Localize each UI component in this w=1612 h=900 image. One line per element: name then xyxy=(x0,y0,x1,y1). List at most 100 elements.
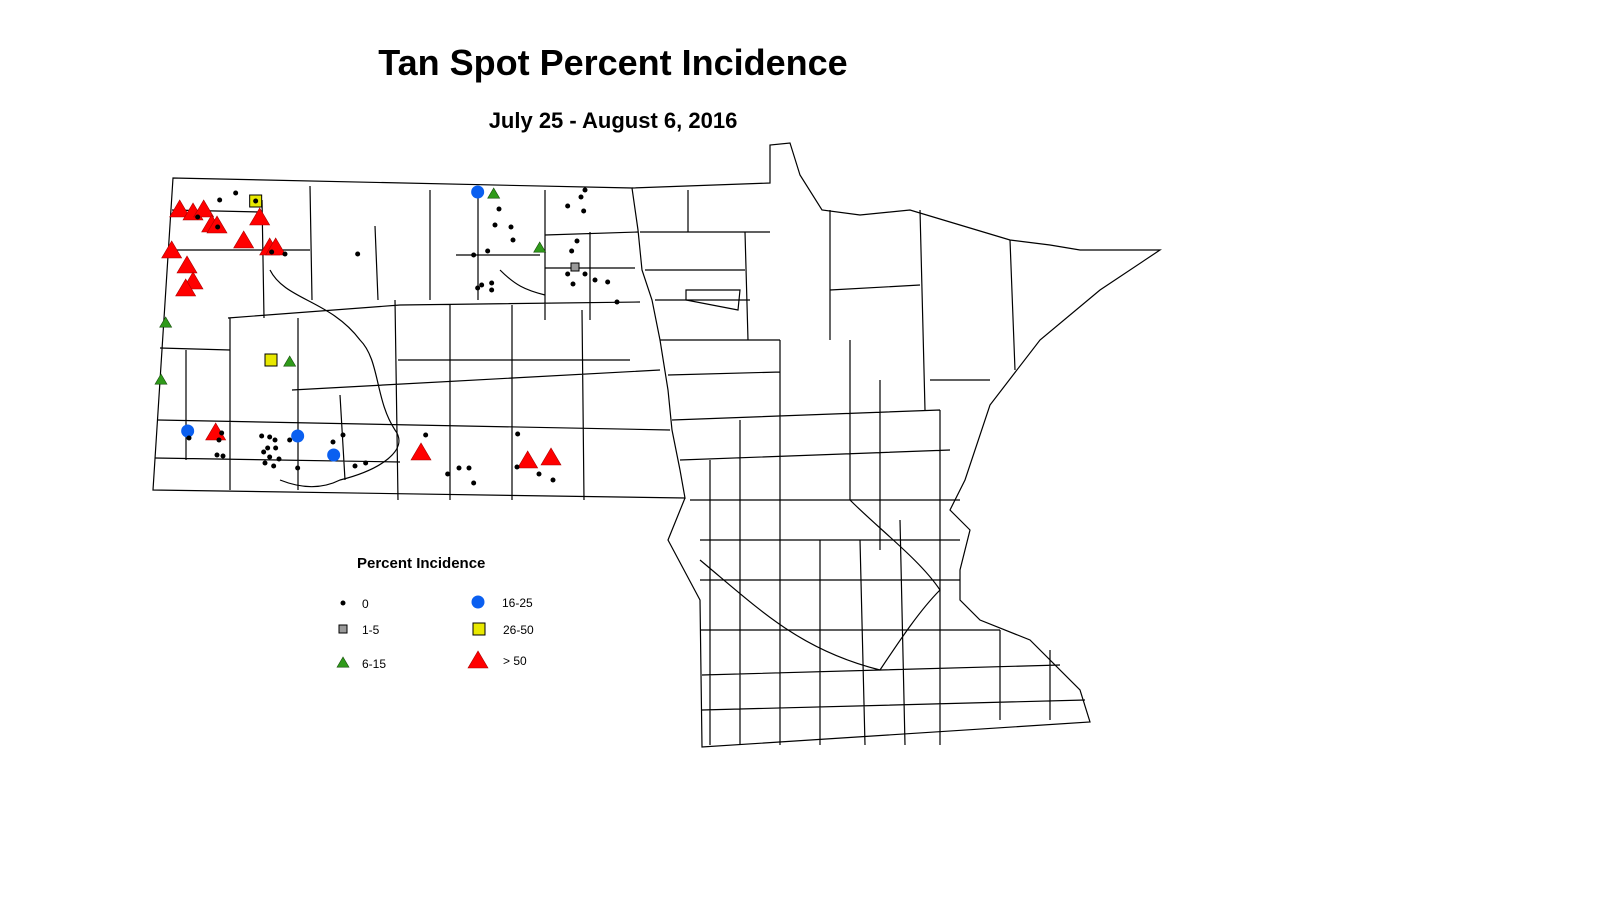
observation-marker-16-25 xyxy=(291,429,305,443)
observation-marker-0 xyxy=(570,281,576,287)
observation-marker-0 xyxy=(215,224,221,230)
observation-marker-0 xyxy=(262,460,268,466)
map-title: Tan Spot Percent Incidence xyxy=(378,42,848,83)
observation-marker-6-15 xyxy=(283,355,297,367)
observation-marker-1-5 xyxy=(570,262,580,272)
observation-marker-6-15 xyxy=(159,316,173,328)
observation-marker-0 xyxy=(578,194,584,200)
legend-label-gt-50: > 50 xyxy=(503,654,527,668)
observation-marker-0 xyxy=(582,271,588,277)
observation-marker-0 xyxy=(475,285,481,291)
observation-marker-0 xyxy=(515,431,521,437)
legend-symbol-square xyxy=(472,622,486,636)
observation-marker--50 xyxy=(176,255,198,274)
legend-symbol-triangle xyxy=(467,650,489,669)
observation-marker-0 xyxy=(195,214,201,220)
legend-label-6-15: 6-15 xyxy=(362,657,387,671)
observation-marker-0 xyxy=(271,463,277,469)
observation-marker-0 xyxy=(340,432,346,438)
legend-label-26-50: 26-50 xyxy=(503,623,534,637)
observation-marker-0 xyxy=(445,471,451,477)
observation-marker-0 xyxy=(582,187,588,193)
legend-title: Percent Incidence xyxy=(357,555,486,572)
observation-marker-0 xyxy=(581,208,587,214)
north-dakota-outline xyxy=(152,177,686,499)
observation-markers xyxy=(154,185,620,486)
observation-marker-0 xyxy=(574,238,580,244)
legend-symbol-square-small xyxy=(338,624,348,634)
observation-marker--50 xyxy=(540,447,562,466)
observation-marker-16-25 xyxy=(181,424,195,438)
observation-marker-6-15 xyxy=(154,373,168,385)
observation-marker-0 xyxy=(355,251,361,257)
legend-symbol-triangle-small xyxy=(336,656,350,668)
minnesota-outline xyxy=(631,142,1162,748)
observation-marker--50 xyxy=(249,207,271,226)
observation-marker-0 xyxy=(272,437,278,443)
legend-symbol-circle xyxy=(471,595,485,609)
observation-marker-0 xyxy=(536,471,542,477)
observation-marker-0 xyxy=(605,279,611,285)
observation-marker-0 xyxy=(510,237,516,243)
legend-symbol-dot xyxy=(340,600,346,606)
observation-marker-0 xyxy=(330,439,336,445)
observation-marker--50 xyxy=(169,199,191,218)
observation-marker-0 xyxy=(295,465,301,471)
observation-marker-0 xyxy=(489,280,495,286)
observation-marker-0 xyxy=(273,445,279,451)
observation-marker-0 xyxy=(282,251,288,257)
observation-marker-0 xyxy=(269,249,275,255)
observation-marker--50 xyxy=(233,230,255,249)
observation-marker--50 xyxy=(175,278,197,297)
observation-marker-16-25 xyxy=(327,448,341,462)
observation-marker-6-15 xyxy=(487,187,501,199)
observation-marker-26-50 xyxy=(264,353,278,367)
observation-marker-0 xyxy=(592,277,598,283)
observation-marker-0 xyxy=(261,449,267,455)
observation-marker-0 xyxy=(471,252,477,258)
observation-marker-0 xyxy=(565,271,571,277)
observation-marker-0 xyxy=(352,463,358,469)
county-boundaries xyxy=(152,142,1162,748)
observation-marker-0 xyxy=(550,477,556,483)
observation-marker-0 xyxy=(233,190,239,196)
observation-marker--50 xyxy=(410,442,432,461)
observation-marker-0 xyxy=(569,248,575,254)
observation-marker-16-25 xyxy=(471,185,485,199)
observation-marker--50 xyxy=(193,199,215,218)
observation-marker--50 xyxy=(206,215,228,234)
observation-marker-0 xyxy=(514,464,520,470)
observation-marker-0 xyxy=(456,465,462,471)
observation-marker-0 xyxy=(214,452,220,458)
observation-marker-0 xyxy=(217,197,223,203)
observation-marker--50 xyxy=(161,240,183,259)
observation-marker-0 xyxy=(186,435,192,441)
observation-marker-0 xyxy=(479,282,485,288)
legend-label-1-5: 1-5 xyxy=(362,623,380,637)
observation-marker-0 xyxy=(471,480,477,486)
observation-marker-0 xyxy=(508,224,514,230)
observation-marker-0 xyxy=(276,456,282,462)
observation-marker-6-15 xyxy=(533,241,547,253)
observation-marker-0 xyxy=(496,206,502,212)
map-subtitle: July 25 - August 6, 2016 xyxy=(488,108,738,133)
observation-marker-0 xyxy=(265,445,271,451)
observation-marker-0 xyxy=(492,222,498,228)
observation-marker-0 xyxy=(363,460,369,466)
observation-marker-0 xyxy=(287,437,293,443)
observation-marker-0 xyxy=(259,433,265,439)
observation-marker-0 xyxy=(423,432,429,438)
observation-marker-0 xyxy=(489,287,495,293)
observation-marker-0 xyxy=(216,437,222,443)
legend-label-16-25: 16-25 xyxy=(502,596,533,610)
observation-marker-0 xyxy=(614,299,620,305)
observation-marker-0 xyxy=(220,453,226,459)
legend-symbols xyxy=(336,595,489,669)
observation-marker-0 xyxy=(466,465,472,471)
observation-marker-0 xyxy=(219,430,225,436)
observation-marker-0 xyxy=(485,248,491,254)
observation-marker--50 xyxy=(517,450,539,469)
observation-marker-0 xyxy=(253,198,259,204)
observation-marker-0 xyxy=(267,454,273,460)
